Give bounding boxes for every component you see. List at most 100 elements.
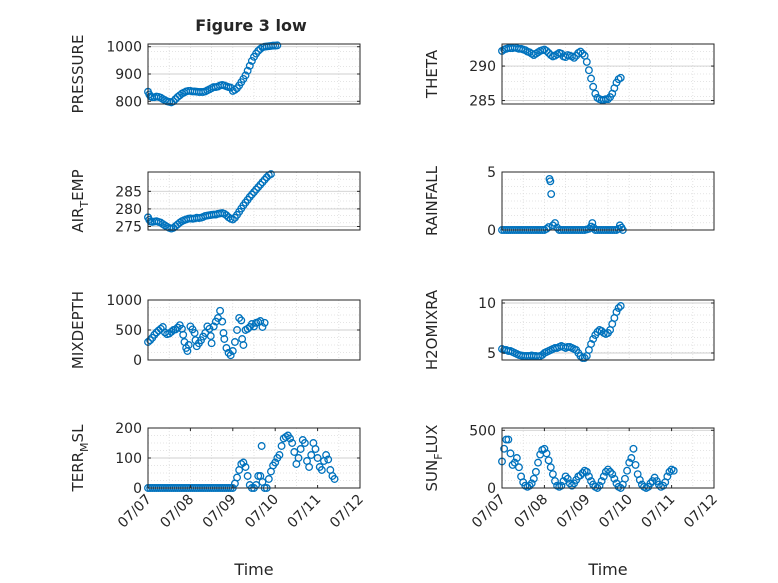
data-point: [627, 454, 636, 462]
data-point: [205, 324, 214, 333]
y-axis-label: PRESSURE: [69, 35, 87, 114]
data-point: [597, 477, 606, 486]
x-tick-label: 07/11: [639, 492, 679, 532]
data-point: [258, 323, 267, 331]
y-tick-label: 0: [133, 353, 142, 369]
axes-box: [501, 171, 715, 231]
data-point: [256, 180, 265, 189]
y-axis-label: THETA: [423, 49, 441, 99]
data-point: [551, 219, 559, 227]
data-point: [245, 61, 254, 70]
data-point: [610, 474, 619, 483]
x-tick-label: 07/07: [115, 492, 155, 532]
data-point: [243, 66, 252, 75]
data-point: [665, 467, 674, 476]
data-point: [604, 95, 612, 104]
data-point: [588, 219, 597, 227]
y-tick-label: 10: [478, 296, 496, 312]
data-point: [591, 89, 600, 98]
data-point: [547, 190, 556, 198]
data-point: [557, 481, 566, 490]
data-point: [565, 479, 574, 488]
y-tick-label: 280: [115, 202, 142, 218]
data-point: [305, 463, 314, 471]
data-point: [584, 66, 593, 75]
data-point: [190, 329, 199, 337]
subplot-5: 0 500 1000 MIXDEPTH: [69, 291, 361, 369]
y-axis-label: MIXDEPTH: [69, 291, 87, 369]
data-point: [273, 41, 282, 50]
x-tick-label: 07/08: [157, 492, 197, 532]
y-axis-label: H2OMIXRA: [423, 289, 441, 370]
axes-box: [501, 43, 715, 105]
data-point: [230, 85, 239, 94]
data-point: [237, 316, 246, 325]
data-point: [612, 308, 621, 316]
data-point: [317, 466, 326, 474]
data-point: [260, 175, 269, 184]
data-point: [260, 318, 269, 327]
data-point: [216, 306, 225, 315]
data-point: [546, 463, 555, 472]
data-point: [548, 221, 557, 230]
x-tick-label: 07/07: [469, 492, 509, 532]
axes-box: [147, 171, 361, 231]
data-point: [506, 449, 515, 458]
data-point: [551, 477, 559, 486]
data-point: [604, 465, 612, 474]
data-point: [589, 335, 598, 343]
data-point: [580, 354, 589, 362]
data-point: [307, 451, 316, 459]
data-point: [542, 449, 551, 458]
data-point: [542, 224, 551, 233]
y-tick-label: 1000: [106, 293, 142, 309]
data-point: [578, 49, 587, 58]
subplot-6: 5 10 H2OMIXRA: [423, 289, 715, 370]
data-point: [578, 469, 587, 477]
y-tick-label: 100: [115, 451, 142, 467]
y-tick-label: 275: [115, 219, 142, 235]
data-point: [264, 475, 273, 483]
data-point: [324, 455, 333, 464]
x-tick-label: 07/12: [681, 492, 721, 532]
data-point: [207, 339, 216, 348]
subplot-2: 285 290 THETA: [423, 43, 715, 110]
x-tick-label: 07/09: [200, 492, 240, 532]
data-point: [582, 467, 591, 476]
y-tick-label: 0: [133, 481, 142, 497]
figure-title: Figure 3 low: [195, 16, 307, 35]
data-point: [531, 467, 540, 476]
data-point: [542, 46, 551, 55]
data-point: [663, 472, 672, 481]
data-point: [631, 460, 640, 469]
x-tick-label: 07/09: [554, 492, 594, 532]
data-point: [540, 444, 549, 453]
data-point: [245, 193, 254, 201]
y-axis-label: TERRMSL: [69, 424, 91, 493]
data-point: [247, 190, 256, 199]
data-point: [220, 335, 229, 343]
y-axis-label: RAINFALL: [423, 165, 441, 236]
data-point: [546, 177, 555, 186]
x-tick-label: 07/10: [242, 492, 282, 532]
data-point: [512, 454, 521, 462]
data-point: [222, 344, 231, 352]
y-tick-label: 290: [469, 59, 496, 75]
data-point: [570, 53, 579, 62]
data-point: [599, 472, 608, 481]
data-point: [241, 71, 250, 80]
data-point: [254, 183, 263, 192]
y-tick-label: 900: [115, 67, 142, 83]
subplot-1: 800 900 1000 PRESSURE: [69, 35, 361, 114]
data-point: [271, 458, 280, 467]
data-point: [224, 348, 233, 357]
x-axis-label: Time: [233, 560, 273, 579]
data-point: [288, 439, 297, 447]
x-tick-label: 07/10: [596, 492, 636, 532]
data-point: [286, 434, 294, 443]
y-tick-label: 1000: [106, 40, 142, 56]
data-point: [146, 336, 155, 345]
data-point: [239, 341, 248, 349]
